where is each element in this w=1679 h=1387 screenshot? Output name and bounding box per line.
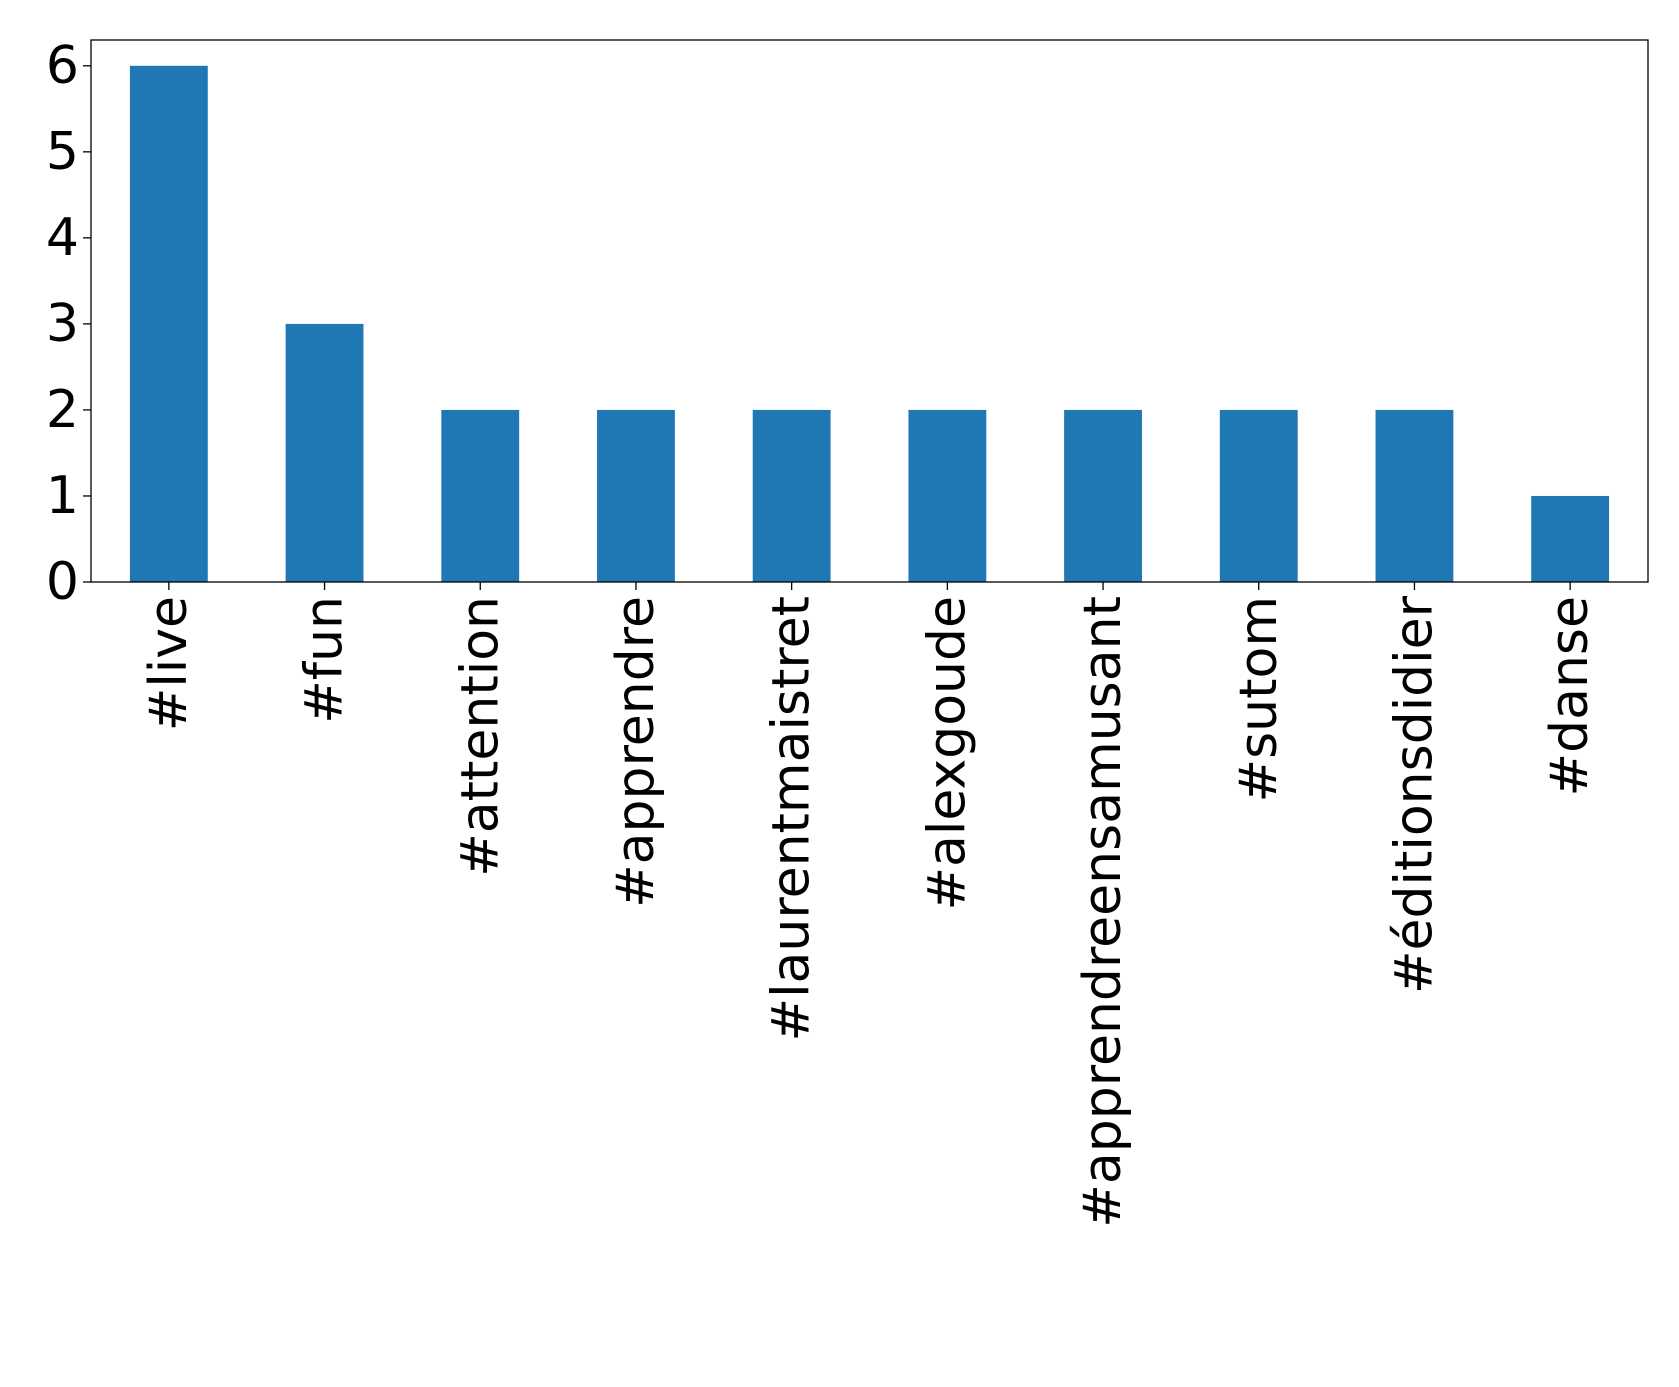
x-tick-label: #danse <box>1540 596 1600 796</box>
x-tick-label: #laurentmaistret <box>762 596 822 1041</box>
bar-apprendre <box>597 409 675 582</box>
x-tick-label: #fun <box>295 596 355 724</box>
x-tick-label: #apprendreensamusant <box>1073 596 1133 1228</box>
y-tick-label: 1 <box>46 466 79 526</box>
x-tick-label: #alexgoude <box>917 596 977 911</box>
bar-laurentmaistret <box>752 409 831 582</box>
y-tick-label: 3 <box>46 294 79 354</box>
y-tick-label: 6 <box>46 36 79 96</box>
y-tick-label: 0 <box>46 552 79 612</box>
bars-group <box>129 65 1610 583</box>
bar-apprendreensamusant <box>1064 409 1142 582</box>
bar-live <box>129 65 208 583</box>
plot-frame <box>90 39 1649 583</box>
y-tick-label: 2 <box>46 380 79 440</box>
bar-alexgoude <box>908 409 987 582</box>
bar-attention <box>441 409 520 582</box>
x-tick-label: #live <box>139 596 199 731</box>
x-tick-label: #apprendre <box>606 596 666 908</box>
x-tick-label: #attention <box>450 596 510 877</box>
x-tick-label: #sutom <box>1229 596 1289 802</box>
x-axis: #live #fun #attention #apprendre #laurentmai… <box>139 582 1600 1228</box>
bar-éditionsdidier <box>1375 409 1454 582</box>
y-tick-label: 4 <box>46 208 79 268</box>
bar-danse <box>1531 495 1610 582</box>
y-tick-label: 5 <box>46 122 79 182</box>
y-axis: 0 1 2 3 4 5 6 <box>46 36 91 612</box>
x-tick-label: #éditionsdidier <box>1384 595 1444 994</box>
bar-fun <box>285 323 364 582</box>
bar-sutom <box>1219 409 1298 582</box>
